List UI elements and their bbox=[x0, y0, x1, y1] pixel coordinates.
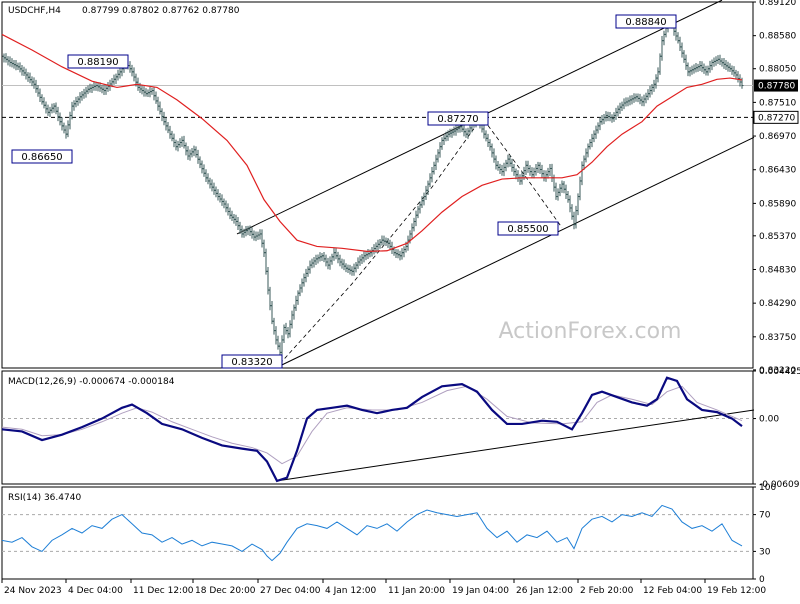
annotation-2: 0.87270 bbox=[427, 111, 489, 126]
rsi-ytick-label: 70 bbox=[759, 511, 771, 521]
price-ytick-label: 0.85890 bbox=[759, 199, 796, 209]
price-ytick-label: 0.88580 bbox=[759, 32, 796, 42]
annotation-3: 0.85500 bbox=[497, 221, 559, 236]
price-tag-label: 0.87780 bbox=[758, 82, 795, 92]
dashed-wave-path bbox=[279, 116, 563, 364]
annotation-box bbox=[615, 14, 677, 29]
annotation-box bbox=[11, 149, 73, 164]
xtick-label: 11 Jan 20:00 bbox=[388, 586, 445, 596]
macd-title: MACD(12,26,9) -0.000674 -0.000184 bbox=[8, 377, 175, 387]
price-panel-frame bbox=[1, 1, 754, 369]
price-ytick-label: 0.89120 bbox=[759, 0, 796, 8]
xtick-label: 27 Dec 04:00 bbox=[260, 586, 321, 596]
price-ytick-label: 0.88050 bbox=[759, 65, 796, 75]
channel-line-1 bbox=[281, 136, 755, 366]
annotation-4: 0.88840 bbox=[615, 14, 677, 29]
price-ytick-label: 0.87510 bbox=[759, 98, 796, 108]
annotation-label: 0.83320 bbox=[231, 357, 272, 368]
price-tag-bg bbox=[753, 110, 799, 124]
xtick-label: 26 Jan 12:00 bbox=[516, 586, 573, 596]
annotation-box bbox=[221, 354, 283, 369]
annotation-5: 0.83320 bbox=[221, 354, 283, 369]
macd-ytick-label: -0.006092 bbox=[759, 480, 800, 490]
annotation-label: 0.87270 bbox=[437, 114, 478, 125]
annotation-label: 0.85500 bbox=[507, 224, 548, 235]
moving-average-line bbox=[1, 33, 743, 253]
price-ytick-label: 0.83220 bbox=[759, 366, 796, 376]
price-ytick-label: 0.84290 bbox=[759, 299, 796, 309]
price-tag-label: 0.87270 bbox=[758, 113, 795, 123]
xtick-label: 4 Dec 04:00 bbox=[68, 586, 123, 596]
xtick-label: 19 Jan 04:00 bbox=[452, 586, 509, 596]
macd-ytick-label: 0.00 bbox=[759, 415, 779, 425]
macd-main-line bbox=[1, 376, 743, 483]
xtick-label: 4 Jan 12:00 bbox=[325, 586, 377, 596]
rsi-ytick-label: 100 bbox=[759, 483, 776, 493]
price-ytick-label: 0.86430 bbox=[759, 166, 796, 176]
annotation-box bbox=[427, 111, 489, 126]
macd-signal-line bbox=[1, 385, 743, 465]
macd-layer: MACD(12,26,9) -0.000674 -0.000184 bbox=[1, 376, 755, 483]
watermark: ActionForex.com bbox=[499, 319, 682, 344]
price-ytick-label: 0.86970 bbox=[759, 132, 796, 142]
rsi-layer: RSI(14) 36.4740 bbox=[1, 493, 753, 562]
xtick-label: 24 Nov 2023 bbox=[4, 586, 62, 596]
rsi-line bbox=[1, 504, 743, 562]
macd-trendline bbox=[276, 409, 755, 482]
annotation-label: 0.88840 bbox=[625, 17, 666, 28]
macd-ytick-label: 0.004425 bbox=[759, 367, 800, 377]
chart-ohlc: 0.87799 0.87802 0.87762 0.87780 bbox=[82, 6, 240, 16]
price-tag-1: 0.87270 bbox=[753, 110, 799, 124]
rsi-ytick-label: 0 bbox=[759, 575, 765, 585]
rsi-title: RSI(14) 36.4740 bbox=[8, 493, 81, 503]
price-tag-bg bbox=[754, 79, 798, 92]
annotation-label: 0.86650 bbox=[21, 152, 62, 163]
chart-symbol: USDCHF,H4 bbox=[8, 6, 61, 16]
annotation-1: 0.86650 bbox=[11, 149, 73, 164]
price-ytick-label: 0.83750 bbox=[759, 333, 796, 343]
annotation-label: 0.88190 bbox=[77, 57, 118, 68]
price-tag-0: 0.87780 bbox=[754, 79, 798, 92]
annotation-0: 0.88190 bbox=[67, 54, 129, 69]
xtick-label: 11 Dec 12:00 bbox=[133, 586, 194, 596]
annotation-box bbox=[497, 221, 559, 236]
price-ytick-label: 0.85370 bbox=[759, 232, 796, 242]
xtick-label: 18 Dec 20:00 bbox=[195, 586, 256, 596]
price-ytick-label: 0.84830 bbox=[759, 265, 796, 275]
annotation-box bbox=[67, 54, 129, 69]
xtick-label: 19 Feb 12:00 bbox=[707, 586, 766, 596]
xtick-label: 12 Feb 04:00 bbox=[643, 586, 702, 596]
rsi-ytick-label: 30 bbox=[759, 547, 771, 557]
rsi-panel-frame bbox=[1, 486, 754, 580]
xtick-label: 2 Feb 20:00 bbox=[580, 586, 634, 596]
price-layer: 0.88190 0.86650 0.87270 0.85500 0.88840 0.833… bbox=[1, 0, 755, 369]
